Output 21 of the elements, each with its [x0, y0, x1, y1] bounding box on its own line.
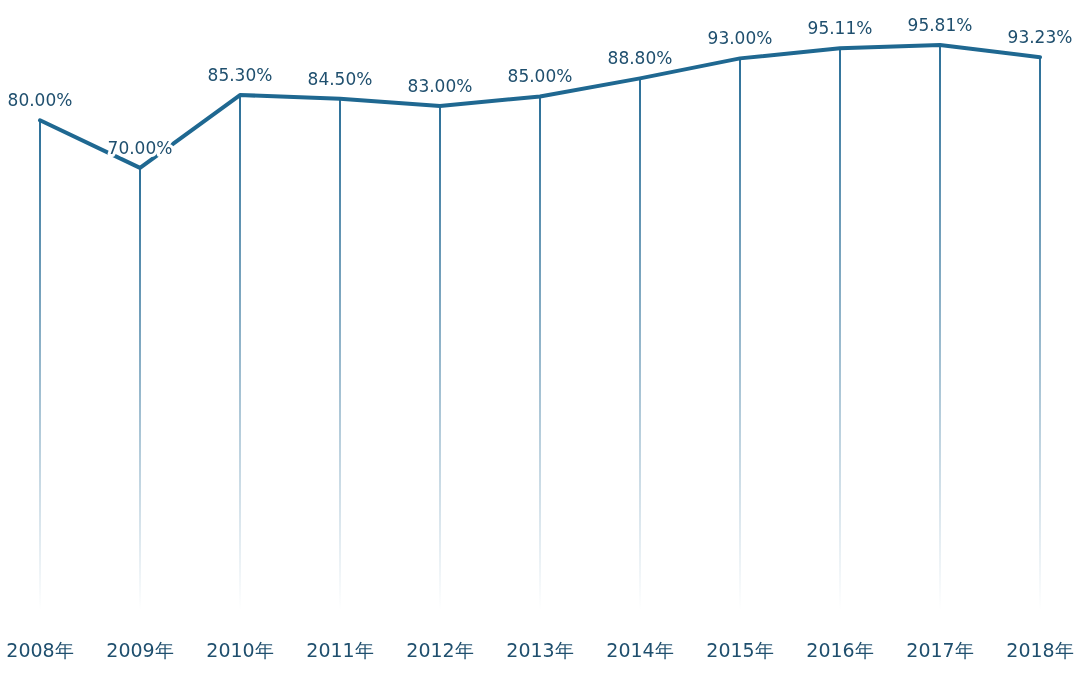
- x-tick-label: 2018年: [1006, 639, 1074, 661]
- data-label: 93.23%: [1007, 27, 1073, 48]
- data-label: 95.81%: [907, 15, 973, 35]
- data-label: 84.50%: [307, 68, 373, 89]
- x-tick-label: 2017年: [906, 639, 974, 661]
- data-label: 85.30%: [207, 65, 273, 86]
- data-label: 88.80%: [607, 48, 673, 69]
- x-tick-label: 2009年: [106, 639, 174, 661]
- x-tick-label: 2012年: [406, 639, 474, 661]
- x-tick-label: 2015年: [706, 639, 774, 661]
- data-label: 83.00%: [407, 75, 473, 96]
- data-label: 80.00%: [7, 90, 73, 111]
- x-tick-label: 2011年: [306, 639, 374, 661]
- x-tick-label: 2014年: [606, 639, 674, 661]
- x-tick-label: 2013年: [506, 639, 574, 661]
- x-tick-label: 2008年: [6, 639, 74, 661]
- data-label: 95.11%: [807, 18, 873, 39]
- x-tick-label: 2016年: [806, 639, 874, 661]
- x-tick-label: 2010年: [206, 639, 274, 661]
- data-label: 93.00%: [707, 28, 773, 49]
- data-label: 85.00%: [507, 66, 573, 87]
